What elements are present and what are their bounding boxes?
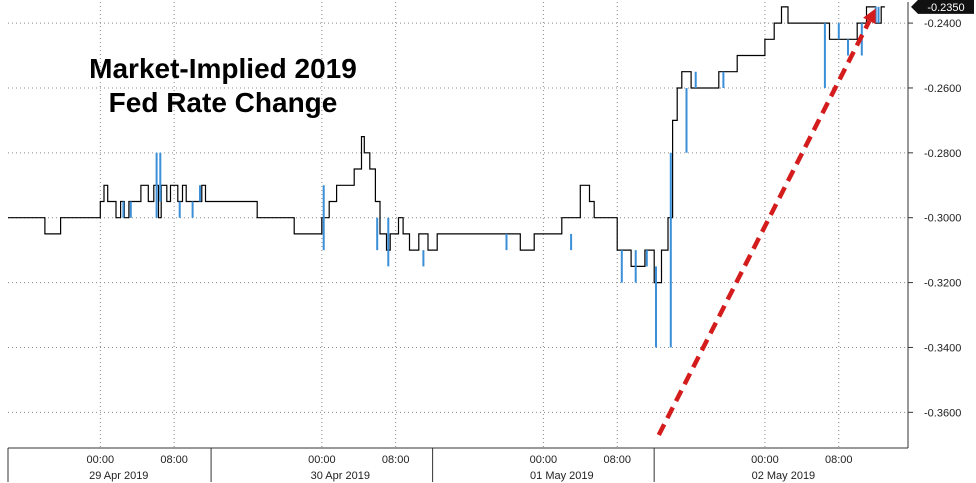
last-value-badge xyxy=(911,0,974,14)
x-date-label: 30 Apr 2019 xyxy=(311,470,370,482)
x-date-label: 01 May 2019 xyxy=(530,470,594,482)
series-line-blue xyxy=(122,6,880,348)
title-line-2: Fed Rate Change xyxy=(108,87,338,118)
plot-area xyxy=(8,2,908,448)
y-tick-label: -0.3600 xyxy=(924,407,961,419)
x-date-label: 29 Apr 2019 xyxy=(89,470,148,482)
trend-arrow-shaft xyxy=(656,19,872,437)
x-tick-label: 00:00 xyxy=(308,454,336,466)
chart-title: Market-Implied 2019 Fed Rate Change xyxy=(28,52,418,120)
y-tick-label: -0.3200 xyxy=(924,278,961,290)
x-tick-label: 08:00 xyxy=(160,454,188,466)
x-tick-label: 00:00 xyxy=(87,454,115,466)
x-date-label: 02 May 2019 xyxy=(752,470,816,482)
last-value-label: -0.2350 xyxy=(927,2,964,14)
y-tick-label: -0.2800 xyxy=(924,148,961,160)
y-tick-label: -0.3000 xyxy=(924,213,961,225)
x-tick-label: 00:00 xyxy=(530,454,558,466)
x-tick-label: 00:00 xyxy=(751,454,779,466)
x-tick-label: 08:00 xyxy=(382,454,410,466)
series-line-black xyxy=(8,6,885,284)
title-line-1: Market-Implied 2019 xyxy=(89,53,357,84)
x-tick-label: 08:00 xyxy=(825,454,853,466)
y-tick-label: -0.2600 xyxy=(924,83,961,95)
trend-arrow-head xyxy=(863,8,876,25)
y-tick-label: -0.2400 xyxy=(924,18,961,30)
x-tick-label: 08:00 xyxy=(603,454,631,466)
y-tick-label: -0.3400 xyxy=(924,342,961,354)
